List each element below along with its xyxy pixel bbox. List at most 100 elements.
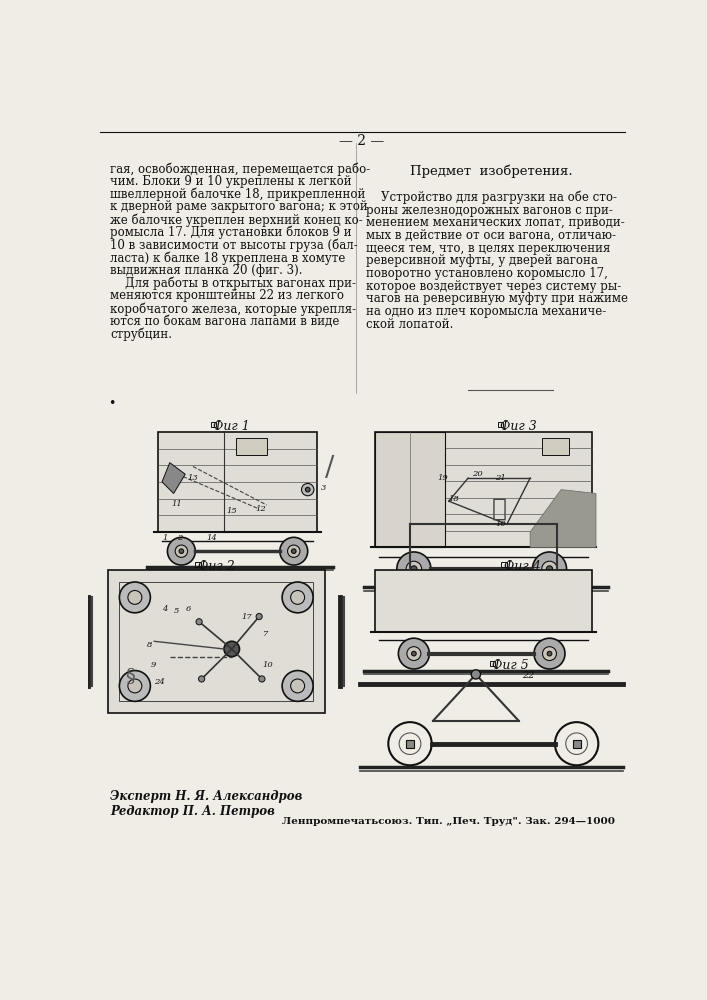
Circle shape xyxy=(282,671,313,701)
Text: •: • xyxy=(107,397,115,410)
Text: 4: 4 xyxy=(162,605,168,613)
Bar xyxy=(501,562,507,567)
Circle shape xyxy=(547,566,553,572)
Bar xyxy=(375,432,592,547)
Text: 10 в зависимости от высоты груза (бал-: 10 в зависимости от высоты груза (бал- xyxy=(110,239,358,252)
Text: реверсивной муфты, у дверей вагона: реверсивной муфты, у дверей вагона xyxy=(366,254,597,267)
Bar xyxy=(498,422,503,427)
Text: Предмет  изобретения.: Предмет изобретения. xyxy=(410,165,573,178)
Circle shape xyxy=(196,619,202,625)
Text: щееся тем, что, в целях переключения: щееся тем, что, в целях переключения xyxy=(366,242,610,255)
Text: 2: 2 xyxy=(177,534,183,542)
Text: §: § xyxy=(125,667,134,685)
Circle shape xyxy=(168,537,195,565)
Circle shape xyxy=(119,582,151,613)
Text: Устройство для разгрузки на обе сто-: Устройство для разгрузки на обе сто- xyxy=(366,191,617,204)
Bar xyxy=(195,562,201,567)
Circle shape xyxy=(301,483,314,496)
Circle shape xyxy=(128,679,142,693)
Text: коробчатого железа, которые укрепля-: коробчатого железа, которые укрепля- xyxy=(110,302,356,316)
Text: /: / xyxy=(325,455,334,482)
Text: Редактор П. А. Петров: Редактор П. А. Петров xyxy=(110,805,275,818)
Text: 20: 20 xyxy=(472,470,483,478)
Text: 8: 8 xyxy=(146,641,152,649)
Text: ♟: ♟ xyxy=(491,497,507,520)
Bar xyxy=(107,570,325,713)
Circle shape xyxy=(532,552,566,586)
Text: 18: 18 xyxy=(449,495,460,503)
Text: Фиг 5: Фиг 5 xyxy=(492,659,529,672)
Circle shape xyxy=(542,561,557,577)
Text: струбцин.: струбцин. xyxy=(110,328,172,341)
Bar xyxy=(158,432,317,532)
Text: Фиг 1: Фиг 1 xyxy=(214,420,250,433)
Text: 12: 12 xyxy=(255,505,266,513)
Text: же балочке укреплен верхний конец ко-: же балочке укреплен верхний конец ко- xyxy=(110,213,363,227)
Text: 22: 22 xyxy=(522,671,535,680)
Text: чим. Блоки 9 и 10 укреплены к легкой: чим. Блоки 9 и 10 укреплены к легкой xyxy=(110,175,351,188)
Text: Для работы в открытых вагонах при-: Для работы в открытых вагонах при- xyxy=(110,277,356,290)
Text: 13: 13 xyxy=(187,474,199,482)
Bar xyxy=(119,582,313,701)
Circle shape xyxy=(411,566,417,572)
Text: 11: 11 xyxy=(171,500,182,508)
Circle shape xyxy=(256,613,262,620)
Polygon shape xyxy=(530,490,596,547)
Circle shape xyxy=(199,676,205,682)
Text: меняются кронштейны 22 из легкого: меняются кронштейны 22 из легкого xyxy=(110,289,344,302)
Text: швеллерной балочке 18, прикрепленной: швеллерной балочке 18, прикрепленной xyxy=(110,188,366,201)
Circle shape xyxy=(547,651,552,656)
Text: Фиг 2: Фиг 2 xyxy=(198,560,235,573)
Circle shape xyxy=(119,671,151,701)
Text: 9: 9 xyxy=(151,661,156,669)
Text: 10: 10 xyxy=(495,520,506,528)
Bar xyxy=(235,438,267,455)
Text: на одно из плеч коромысла механиче-: на одно из плеч коромысла механиче- xyxy=(366,305,606,318)
Text: 7: 7 xyxy=(263,630,268,638)
Text: 3: 3 xyxy=(321,484,326,492)
Text: 14: 14 xyxy=(206,534,217,542)
Text: роны железнодорожных вагонов с при-: роны железнодорожных вагонов с при- xyxy=(366,204,613,217)
Text: менением механических лопат, приводи-: менением механических лопат, приводи- xyxy=(366,216,624,229)
Text: 19: 19 xyxy=(437,474,448,482)
Circle shape xyxy=(398,638,429,669)
Circle shape xyxy=(305,487,310,492)
Text: которое воздействует через систему ры-: которое воздействует через систему ры- xyxy=(366,280,621,293)
Circle shape xyxy=(282,582,313,613)
Text: 15: 15 xyxy=(226,507,237,515)
Text: 1: 1 xyxy=(162,534,168,542)
Circle shape xyxy=(288,545,300,557)
Bar xyxy=(573,740,580,748)
Bar xyxy=(542,438,569,455)
Circle shape xyxy=(411,651,416,656)
Circle shape xyxy=(542,647,556,661)
Text: 10: 10 xyxy=(263,661,274,669)
Circle shape xyxy=(407,647,421,661)
Text: Фиг 3: Фиг 3 xyxy=(500,420,537,433)
Circle shape xyxy=(397,552,431,586)
Text: 21: 21 xyxy=(495,474,506,482)
Circle shape xyxy=(291,590,305,604)
Text: Эксперт Н. Я. Александров: Эксперт Н. Я. Александров xyxy=(110,790,303,803)
Text: ской лопатой.: ской лопатой. xyxy=(366,318,453,331)
Circle shape xyxy=(259,676,265,682)
Text: Фиг 4: Фиг 4 xyxy=(504,560,541,573)
Text: ласта) к балке 18 укреплена в хомуте: ласта) к балке 18 укреплена в хомуте xyxy=(110,251,346,265)
Text: гая, освобожденная, перемещается рабо-: гая, освобожденная, перемещается рабо- xyxy=(110,162,370,176)
Bar xyxy=(211,422,216,427)
Circle shape xyxy=(291,679,305,693)
Circle shape xyxy=(175,545,187,557)
Text: 24: 24 xyxy=(154,678,165,686)
Text: к дверной раме закрытого вагона; к этой: к дверной раме закрытого вагона; к этой xyxy=(110,200,368,213)
Text: поворотно установлено коромысло 17,: поворотно установлено коромысло 17, xyxy=(366,267,608,280)
Polygon shape xyxy=(162,463,185,493)
Circle shape xyxy=(472,670,481,679)
Text: выдвижная планка 20 (фиг. 3).: выдвижная планка 20 (фиг. 3). xyxy=(110,264,303,277)
Text: 5: 5 xyxy=(174,607,179,615)
Text: ромысла 17. Для установки блоков 9 и: ромысла 17. Для установки блоков 9 и xyxy=(110,226,351,239)
Bar xyxy=(375,432,445,547)
Circle shape xyxy=(280,537,308,565)
Circle shape xyxy=(534,638,565,669)
Text: чагов на реверсивную муфту при нажиме: чагов на реверсивную муфту при нажиме xyxy=(366,292,628,305)
Circle shape xyxy=(128,590,142,604)
